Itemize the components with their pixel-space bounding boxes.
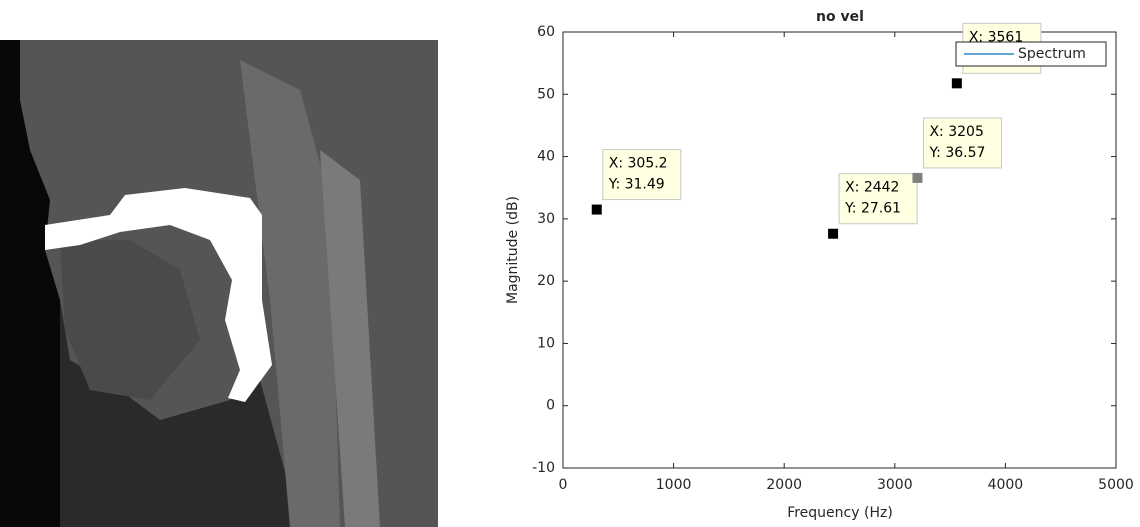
y-tick-label: 30 bbox=[537, 211, 555, 227]
data-tip-marker bbox=[591, 204, 602, 215]
data-tip-marker bbox=[912, 172, 923, 183]
plot-frame bbox=[562, 31, 1117, 469]
y-tick-label: 40 bbox=[537, 149, 555, 165]
y-tick-label: -10 bbox=[532, 460, 555, 476]
x-tick-label: 0 bbox=[559, 477, 568, 493]
x-tick-label: 2000 bbox=[766, 477, 802, 493]
x-tick-label: 4000 bbox=[988, 477, 1024, 493]
legend-label: Spectrum bbox=[1018, 46, 1086, 62]
x-tick-label: 1000 bbox=[656, 477, 692, 493]
data-tip-x: X: 3205 bbox=[929, 124, 983, 140]
data-tip: X: 2442 Y: 27.61 bbox=[828, 173, 918, 239]
data-tip: X: 3205 Y: 36.57 bbox=[912, 117, 1002, 183]
legend: Spectrum bbox=[955, 41, 1107, 67]
data-tip-x: X: 305.2 bbox=[609, 156, 668, 172]
y-tick-label: 60 bbox=[537, 24, 555, 40]
y-tick-label: 50 bbox=[537, 86, 555, 102]
x-tick-label: 5000 bbox=[1098, 477, 1134, 493]
y-tick-label: 20 bbox=[537, 273, 555, 289]
data-tip-y: Y: 36.57 bbox=[928, 145, 985, 161]
data-tip-y: Y: 27.61 bbox=[844, 201, 901, 217]
data-tip-box bbox=[602, 149, 682, 201]
data-tip-y: Y: 31.49 bbox=[608, 177, 665, 193]
data-tip-marker bbox=[951, 78, 962, 89]
y-axis-label: Magnitude (dB) bbox=[505, 196, 521, 304]
x-axis-label: Frequency (Hz) bbox=[787, 505, 893, 521]
chart-title: no vel bbox=[816, 9, 864, 25]
data-tip: X: 305.2 Y: 31.49 bbox=[591, 149, 682, 215]
x-tick-label: 3000 bbox=[877, 477, 913, 493]
mri-image bbox=[0, 40, 438, 527]
plot: 0 1000 2000 3000 4000 5000-100102030405060X: … bbox=[532, 22, 1134, 493]
y-tick-label: 0 bbox=[546, 398, 555, 414]
data-tip-marker bbox=[828, 228, 839, 239]
data-tip-x: X: 3561 bbox=[969, 29, 1023, 45]
data-tip-x: X: 2442 bbox=[845, 180, 899, 196]
data-tip-box bbox=[838, 173, 918, 225]
data-tip-box bbox=[922, 117, 1002, 169]
y-tick-label: 10 bbox=[537, 335, 555, 351]
